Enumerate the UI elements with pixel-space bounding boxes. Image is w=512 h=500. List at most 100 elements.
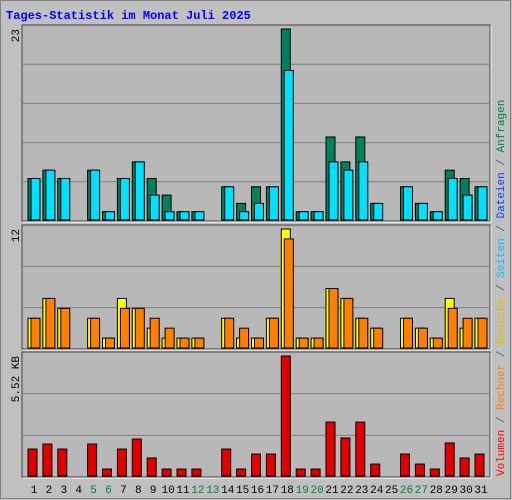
x-tick-label: 30 — [459, 485, 472, 497]
bar — [45, 297, 56, 349]
bar — [459, 457, 470, 477]
x-tick-label: 4 — [75, 485, 82, 497]
x-tick-label: 7 — [120, 485, 127, 497]
bar — [310, 468, 321, 477]
x-tick-label: 13 — [206, 485, 219, 497]
bar — [343, 169, 354, 221]
bar — [119, 307, 130, 349]
bar — [251, 453, 261, 477]
x-tick-label: 14 — [221, 485, 235, 497]
bar — [119, 177, 130, 221]
bar — [191, 468, 202, 477]
bar — [265, 453, 276, 477]
legend-separator: / — [496, 278, 508, 298]
legend-separator: / — [496, 344, 508, 364]
bar — [328, 288, 339, 349]
bar — [283, 70, 294, 221]
x-tick-label: 29 — [445, 485, 458, 497]
bar — [328, 161, 339, 221]
bar — [221, 448, 232, 477]
y-tick-label: 12 — [11, 229, 23, 242]
x-tick-label: 23 — [355, 485, 368, 497]
bar — [105, 337, 115, 349]
bar — [42, 443, 53, 477]
bar — [298, 211, 309, 221]
bar — [283, 238, 294, 349]
bar — [403, 186, 413, 221]
x-tick-label: 9 — [150, 485, 157, 497]
bar — [45, 169, 56, 221]
bar — [474, 453, 485, 477]
x-tick-label: 27 — [415, 485, 428, 497]
x-tick-label: 22 — [340, 485, 353, 497]
bar — [358, 161, 369, 221]
bar — [179, 211, 190, 221]
legend: Volumen / Rechner / Besuche / Seiten / D… — [496, 100, 508, 476]
bar — [149, 194, 160, 221]
y-tick-label: 5.52 KB — [11, 356, 23, 403]
bar — [313, 337, 324, 349]
bar — [27, 448, 38, 477]
bar — [164, 211, 175, 221]
bar — [370, 463, 381, 477]
x-tick-label: 2 — [46, 485, 53, 497]
bar — [373, 327, 384, 349]
bar — [146, 457, 157, 477]
bar — [462, 317, 473, 349]
x-tick-label: 10 — [161, 485, 174, 497]
legend-entry: Volumen — [496, 430, 508, 476]
bar — [477, 186, 488, 221]
bar — [268, 317, 279, 349]
bar — [60, 177, 71, 221]
bar — [429, 468, 440, 477]
bar — [90, 317, 101, 349]
bar — [417, 202, 428, 221]
bar — [176, 468, 187, 477]
bar — [194, 337, 205, 349]
bar — [400, 453, 410, 477]
bar — [134, 161, 145, 221]
bar — [161, 468, 172, 477]
x-tick-label: 21 — [325, 485, 339, 497]
x-tick-label: 5 — [90, 485, 97, 497]
bar — [417, 327, 428, 349]
x-tick-label: 24 — [370, 485, 384, 497]
x-tick-label: 12 — [191, 485, 204, 497]
bar — [30, 317, 41, 349]
x-tick-label: 6 — [105, 485, 112, 497]
bar — [149, 317, 160, 349]
bar — [447, 177, 458, 221]
bar — [179, 337, 190, 349]
x-tick-label: 3 — [60, 485, 67, 497]
bar — [90, 169, 101, 221]
bar — [131, 438, 142, 477]
legend-separator: / — [496, 152, 508, 172]
x-tick-label: 31 — [474, 485, 488, 497]
x-tick-label: 17 — [266, 485, 279, 497]
legend-entry: Rechner — [496, 364, 508, 410]
bar — [57, 448, 68, 477]
bar — [30, 177, 41, 221]
x-tick-label: 15 — [236, 485, 249, 497]
bar — [462, 194, 473, 221]
x-tick-label: 28 — [430, 485, 443, 497]
x-tick-label: 16 — [251, 485, 264, 497]
x-tick-label: 18 — [281, 485, 294, 497]
bar — [224, 186, 235, 221]
bar — [164, 327, 175, 349]
bar — [340, 437, 351, 477]
x-tick-label: 8 — [135, 485, 142, 497]
bar — [239, 327, 250, 349]
x-tick-label: 19 — [296, 485, 309, 497]
bar — [194, 211, 205, 221]
bar — [254, 202, 264, 221]
legend-entry: Anfragen — [496, 100, 508, 153]
x-tick-label: 11 — [176, 485, 190, 497]
bar — [414, 463, 425, 477]
bar — [403, 317, 413, 349]
bar — [295, 468, 306, 477]
bar — [373, 202, 384, 221]
x-tick-label: 1 — [31, 485, 38, 497]
